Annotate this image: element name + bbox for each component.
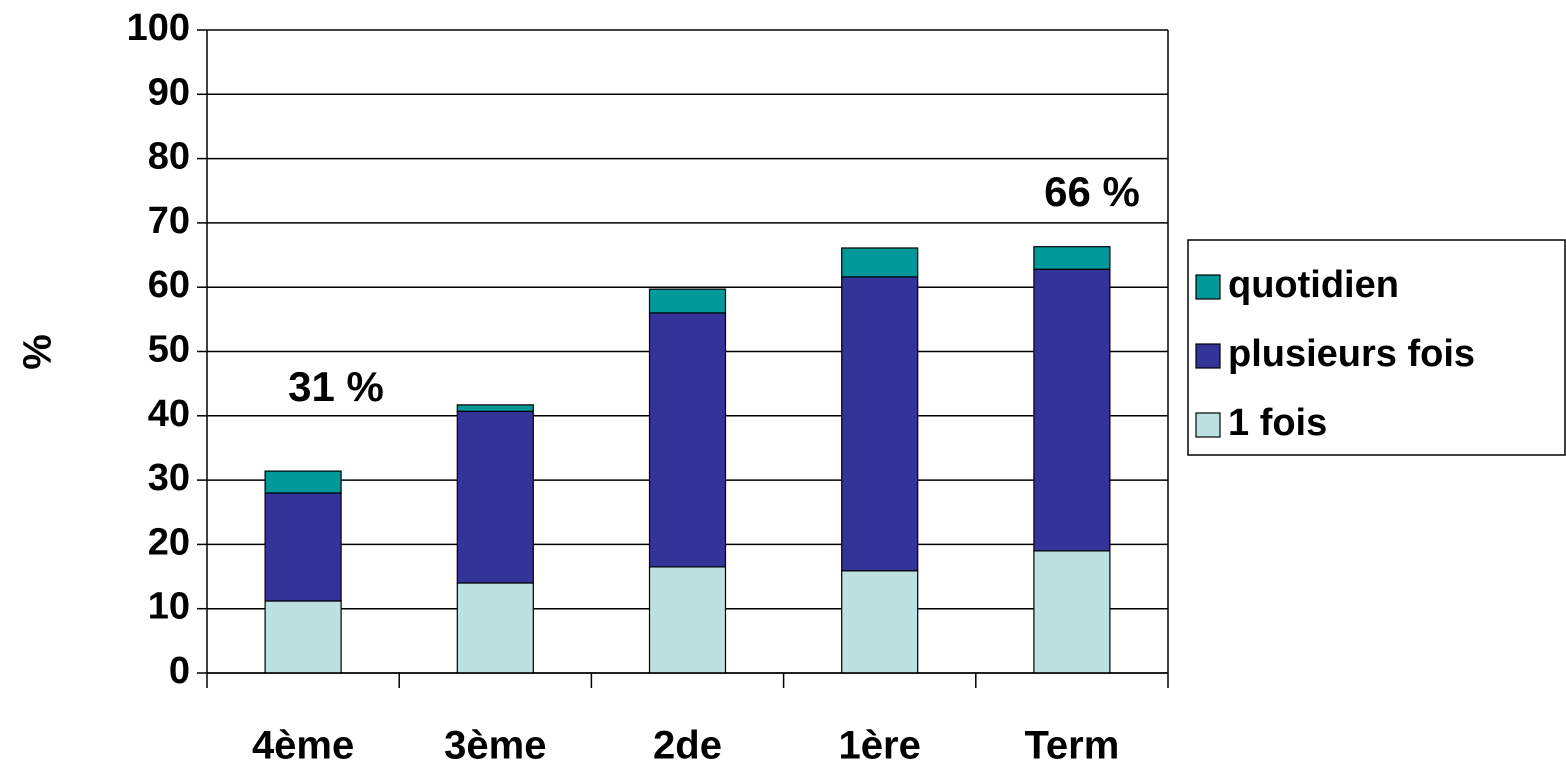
- bar-segment: [1033, 550, 1111, 674]
- legend-swatch: [1195, 412, 1221, 438]
- x-tick-label: 2de: [653, 724, 722, 768]
- legend-label: 1 fois: [1228, 402, 1327, 444]
- bar-segment: [648, 288, 727, 314]
- bar-segment: [841, 570, 919, 674]
- x-tick-label: 3ème: [444, 724, 546, 768]
- y-tick-label: 100: [127, 7, 190, 49]
- x-tick-label: 4ème: [252, 724, 354, 768]
- bar-segment: [648, 566, 727, 674]
- bar-segment: [456, 404, 534, 412]
- legend-box: [1187, 239, 1566, 456]
- legend-label: plusieurs fois: [1228, 333, 1475, 375]
- y-tick-label: 30: [148, 457, 190, 499]
- annotation: 66 %: [1044, 168, 1140, 215]
- bar-segment: [1033, 246, 1111, 270]
- bar-segment: [1033, 268, 1111, 552]
- legend-swatch: [1195, 274, 1221, 300]
- bar-segment: [264, 470, 342, 494]
- y-tick-label: 50: [148, 329, 190, 371]
- x-tick-label: 1ère: [839, 724, 921, 768]
- bar-segment: [456, 410, 534, 584]
- annotation: 31 %: [288, 363, 384, 410]
- y-tick-label: 0: [169, 650, 190, 692]
- bar-segment: [841, 247, 919, 278]
- y-axis-label: %: [16, 334, 60, 370]
- y-tick-label: 80: [148, 136, 190, 178]
- y-tick-label: 40: [148, 393, 190, 435]
- legend-label: quotidien: [1228, 264, 1399, 306]
- y-tick-label: 10: [148, 586, 190, 628]
- bar-segment: [648, 312, 727, 568]
- y-tick-label: 20: [148, 521, 190, 563]
- x-tick-label: Term: [1024, 724, 1119, 768]
- bar-segment: [456, 582, 534, 674]
- bar-segment: [841, 276, 919, 572]
- y-tick-label: 70: [148, 200, 190, 242]
- legend-swatch: [1195, 343, 1221, 369]
- bar-segment: [264, 600, 342, 674]
- y-tick-label: 60: [148, 264, 190, 306]
- y-tick-label: 90: [148, 71, 190, 113]
- bar-segment: [264, 492, 342, 602]
